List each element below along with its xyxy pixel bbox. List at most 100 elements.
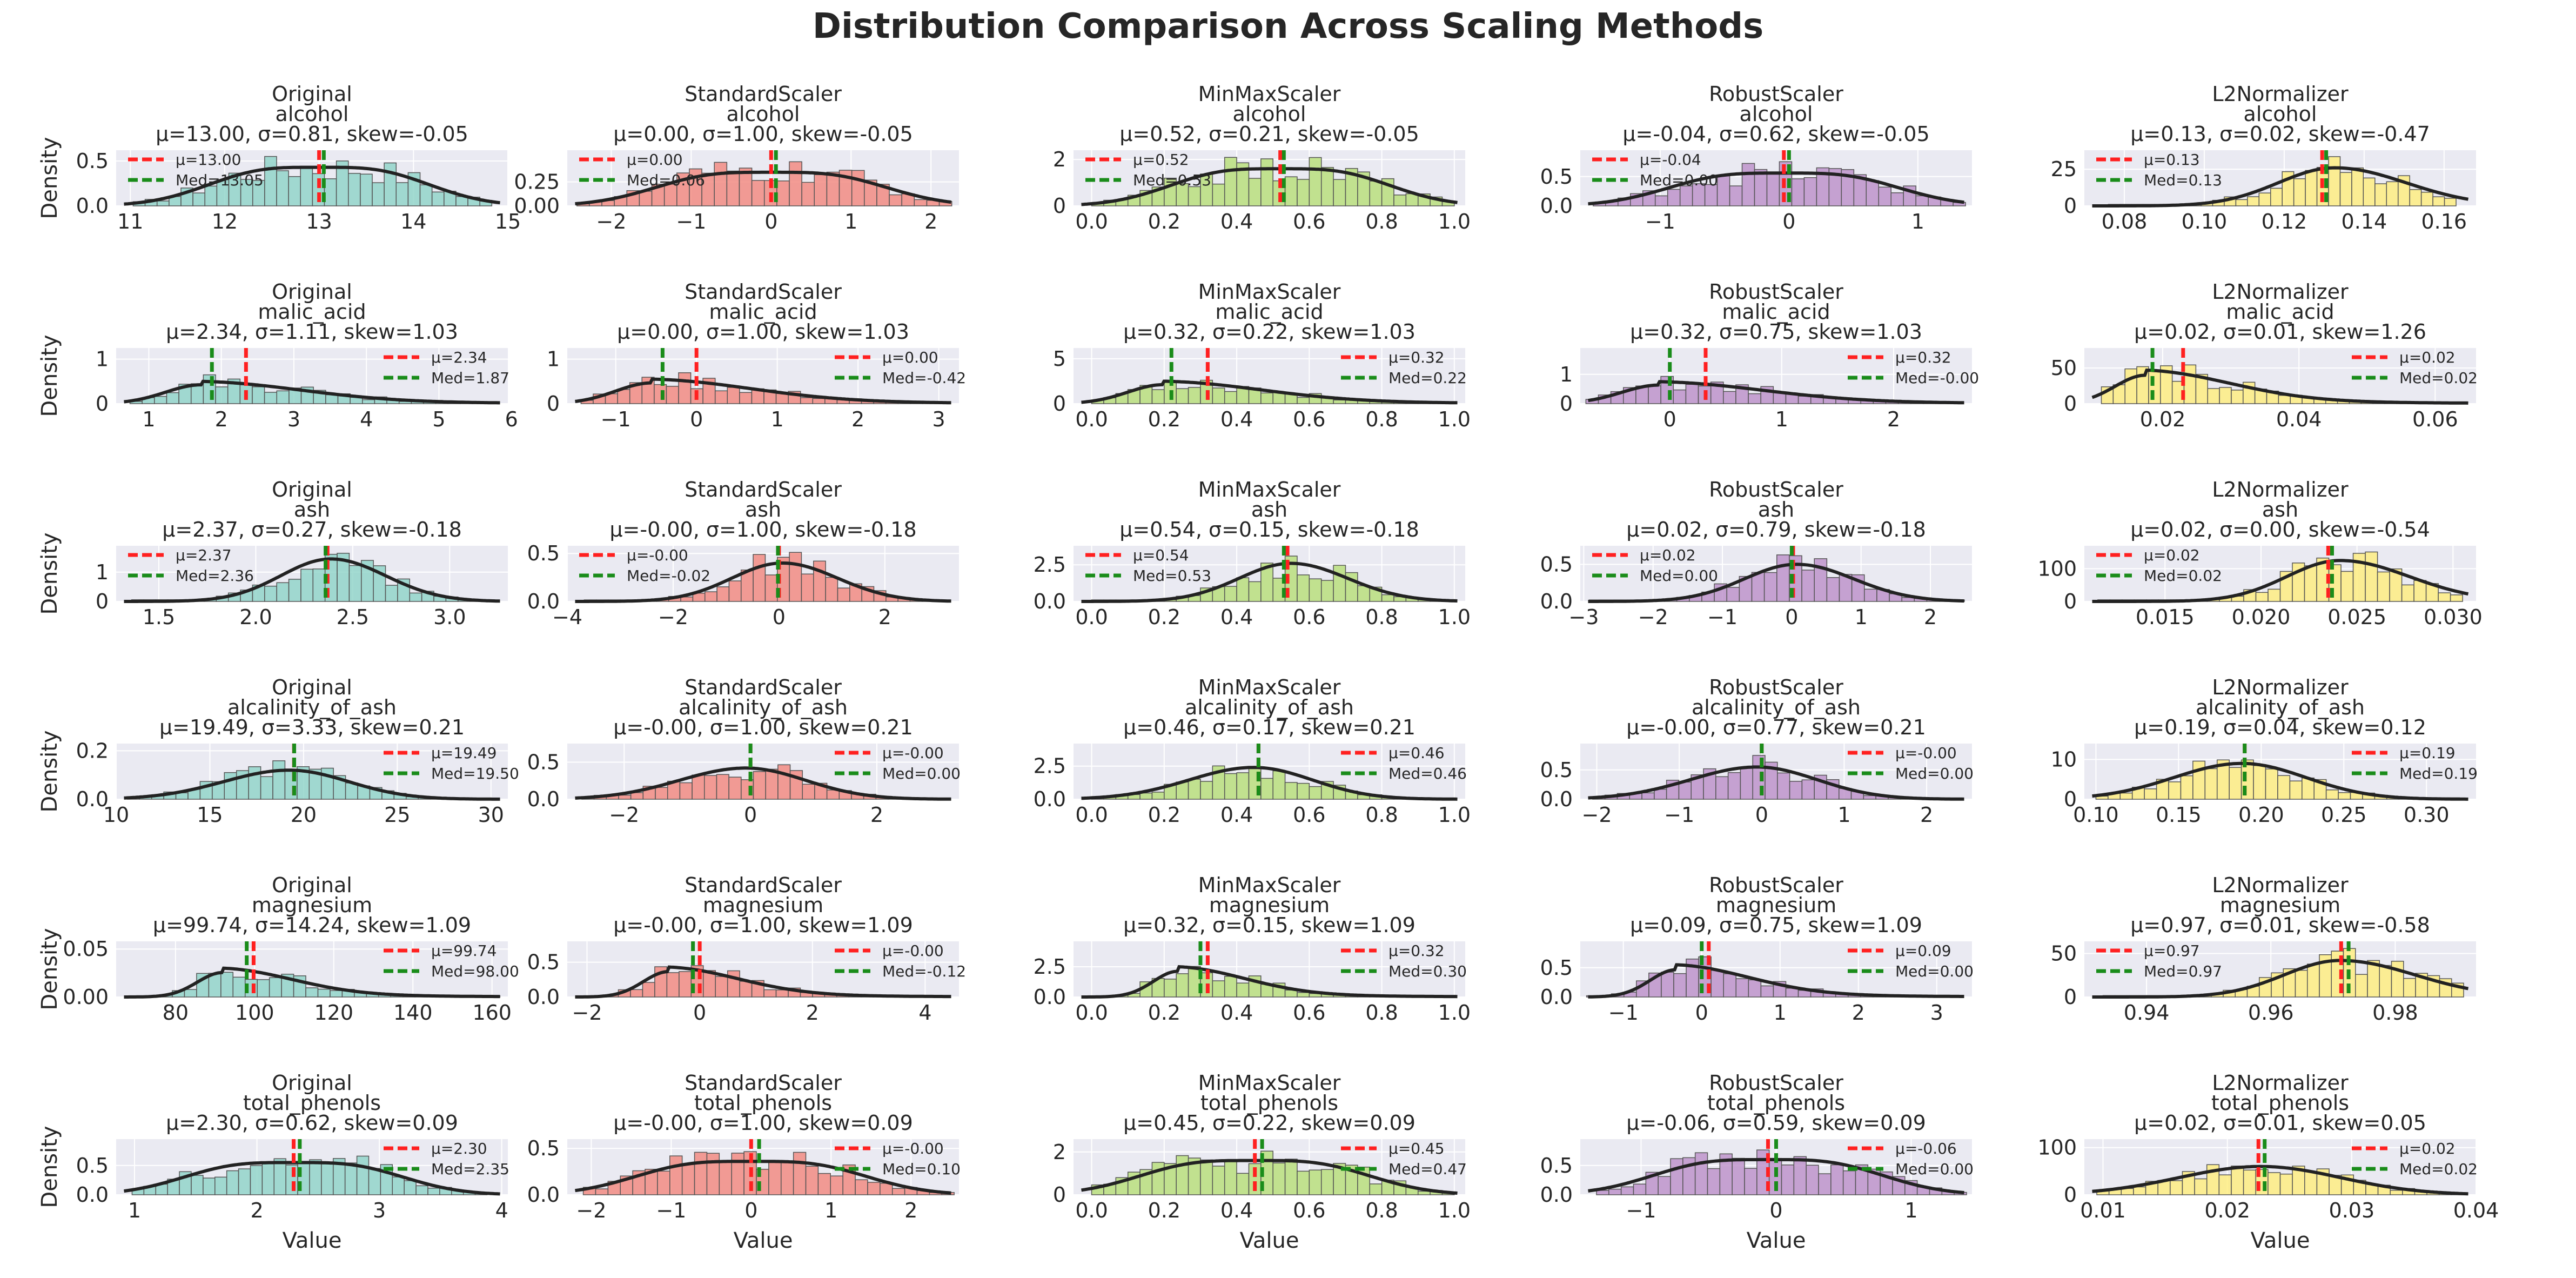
- histogram-bar: [2268, 1172, 2281, 1195]
- histogram-bar: [2304, 565, 2317, 602]
- panel-title-line: L2Normalizer: [2212, 478, 2349, 501]
- histogram-bar: [1658, 1176, 1671, 1195]
- histogram-bar: [1806, 1165, 1819, 1195]
- x-tick-label: 12: [212, 210, 238, 233]
- panel-title-line: alcalinity_of_ash: [227, 695, 397, 719]
- histogram-bar: [655, 787, 668, 800]
- panel-title-line: magnesium: [702, 893, 824, 917]
- panel-title-line: L2Normalizer: [2212, 675, 2349, 699]
- x-tick-label: 0.8: [1365, 407, 1398, 431]
- panel-title-line: Original: [272, 82, 352, 106]
- histogram-bar: [288, 579, 301, 602]
- legend-median-label: Med=0.00: [1895, 1160, 1974, 1178]
- histogram-bar: [2258, 192, 2271, 206]
- histogram-bar: [2386, 181, 2399, 206]
- histogram-bar: [1842, 1170, 1856, 1195]
- legend-median-label: Med=0.30: [1388, 962, 1467, 980]
- histogram-bar: [704, 775, 717, 800]
- y-tick-label: 2: [1053, 148, 1066, 171]
- histogram-bar: [1151, 389, 1165, 404]
- histogram-bar: [654, 384, 667, 404]
- y-axis-label: Density: [37, 137, 62, 219]
- histogram-bar: [1236, 772, 1250, 800]
- histogram-bar: [731, 1153, 744, 1195]
- histogram-bar: [1777, 772, 1790, 800]
- x-tick-label: 5: [432, 407, 445, 431]
- panel-MinMaxScaler-alcalinity_of_ash: μ=0.46 Med=0.46 0.0 0.2 0.4 0.6 0.8 1.0 0.0 2.5: [1034, 744, 1471, 827]
- kde-curve: [1081, 965, 1458, 999]
- y-tick-label: 0.0: [527, 787, 560, 811]
- x-tick-label: 1: [1855, 605, 1868, 629]
- x-tick-label: 4: [360, 407, 373, 431]
- y-tick-label: 25: [2051, 157, 2077, 181]
- histogram-bar: [801, 573, 814, 602]
- histogram-bar: [300, 568, 314, 602]
- histogram-bar: [1763, 572, 1777, 602]
- legend-mean-label: μ=0.02: [2144, 546, 2200, 564]
- histogram-bar: [1309, 786, 1322, 800]
- kde-curve: [2092, 166, 2469, 208]
- histogram-bar: [1188, 186, 1201, 206]
- y-tick-label: 0: [1053, 392, 1066, 416]
- panel-title: MinMaxScaler malic_acid μ=0.32, σ=0.22, sk…: [1074, 282, 1465, 342]
- x-tick-label: 0: [690, 407, 703, 431]
- panel-StandardScaler-total_phenols: μ=-0.00 Med=0.10 −2 −1 0 1 2 0.0 0.5 Value: [527, 1136, 961, 1253]
- histogram-bar: [1744, 1168, 1757, 1195]
- histogram-bar: [630, 989, 643, 998]
- histogram-bar: [739, 392, 753, 404]
- y-tick-label: 0.5: [527, 750, 560, 774]
- histogram-bar: [192, 192, 205, 206]
- histogram-bar: [657, 1170, 670, 1195]
- x-tick-label: 1.0: [1438, 803, 1471, 827]
- histogram-bar: [1320, 167, 1334, 206]
- x-tick-label: 4: [918, 1001, 931, 1025]
- histogram-bar: [726, 170, 740, 206]
- histogram-bar: [1751, 572, 1765, 602]
- histogram-bar: [1735, 978, 1749, 998]
- panel-title-line: μ=0.97, σ=0.01, skew=-0.58: [2130, 913, 2430, 937]
- x-tick-label: 0.6: [1293, 803, 1325, 827]
- x-tick-label: 0.20: [2238, 803, 2284, 827]
- panel-title-line: μ=19.49, σ=3.33, skew=0.21: [159, 715, 465, 739]
- y-tick-label: 0: [96, 590, 109, 613]
- panel-RobustScaler-alcalinity_of_ash: μ=-0.00 Med=0.00 −2 −1 0 1 2 0.0 0.5: [1540, 744, 1974, 827]
- legend-median-label: Med=0.06: [627, 171, 705, 189]
- histogram-bar: [764, 574, 778, 602]
- panel-title-line: Original: [272, 1071, 352, 1095]
- histogram-bar: [618, 794, 632, 800]
- histogram-bar: [2231, 1166, 2244, 1195]
- panel-L2Normalizer-malic_acid: μ=0.02 Med=0.02 0.02 0.04 0.06 0 50: [2051, 348, 2478, 431]
- x-tick-label: 0.030: [2424, 605, 2483, 629]
- legend-median-label: Med=19.50: [431, 765, 519, 782]
- y-axis-label: Density: [37, 928, 62, 1010]
- histogram-bar: [2148, 369, 2161, 404]
- x-tick-label: 2: [904, 1199, 917, 1222]
- panel-title-line: RobustScaler: [1709, 280, 1843, 304]
- x-tick-label: 0.14: [2342, 210, 2387, 233]
- histogram-bar: [753, 771, 766, 800]
- x-tick-label: 0.6: [1293, 407, 1325, 431]
- histogram-bar: [348, 173, 361, 206]
- legend-median-label: Med=0.97: [2144, 962, 2222, 980]
- histogram-bar: [2268, 588, 2281, 602]
- y-tick-label: 0.0: [1540, 194, 1573, 218]
- legend-mean-label: μ=19.49: [431, 744, 497, 762]
- x-tick-label: 0.0: [1075, 803, 1108, 827]
- histogram-bar: [1791, 178, 1805, 206]
- panel-title-line: μ=2.34, σ=1.11, skew=1.03: [166, 320, 458, 344]
- y-tick-label: 0.0: [1034, 985, 1066, 1009]
- histogram-bar: [356, 1155, 370, 1195]
- histogram-bar: [880, 1182, 893, 1195]
- panel-title-line: μ=0.32, σ=0.22, skew=1.03: [1123, 320, 1416, 344]
- x-tick-label: −1: [1608, 1001, 1639, 1025]
- x-tick-label: 15: [197, 803, 223, 827]
- legend-mean-label: μ=-0.00: [882, 942, 944, 960]
- x-tick-label: 160: [472, 1001, 512, 1025]
- histogram-bar: [867, 1182, 881, 1195]
- legend-mean-label: μ=0.13: [2144, 151, 2200, 169]
- x-tick-label: 120: [314, 1001, 354, 1025]
- legend-mean-label: μ=2.34: [431, 349, 487, 366]
- legend-mean-label: μ=0.09: [1895, 942, 1951, 960]
- histogram-bar: [800, 397, 814, 404]
